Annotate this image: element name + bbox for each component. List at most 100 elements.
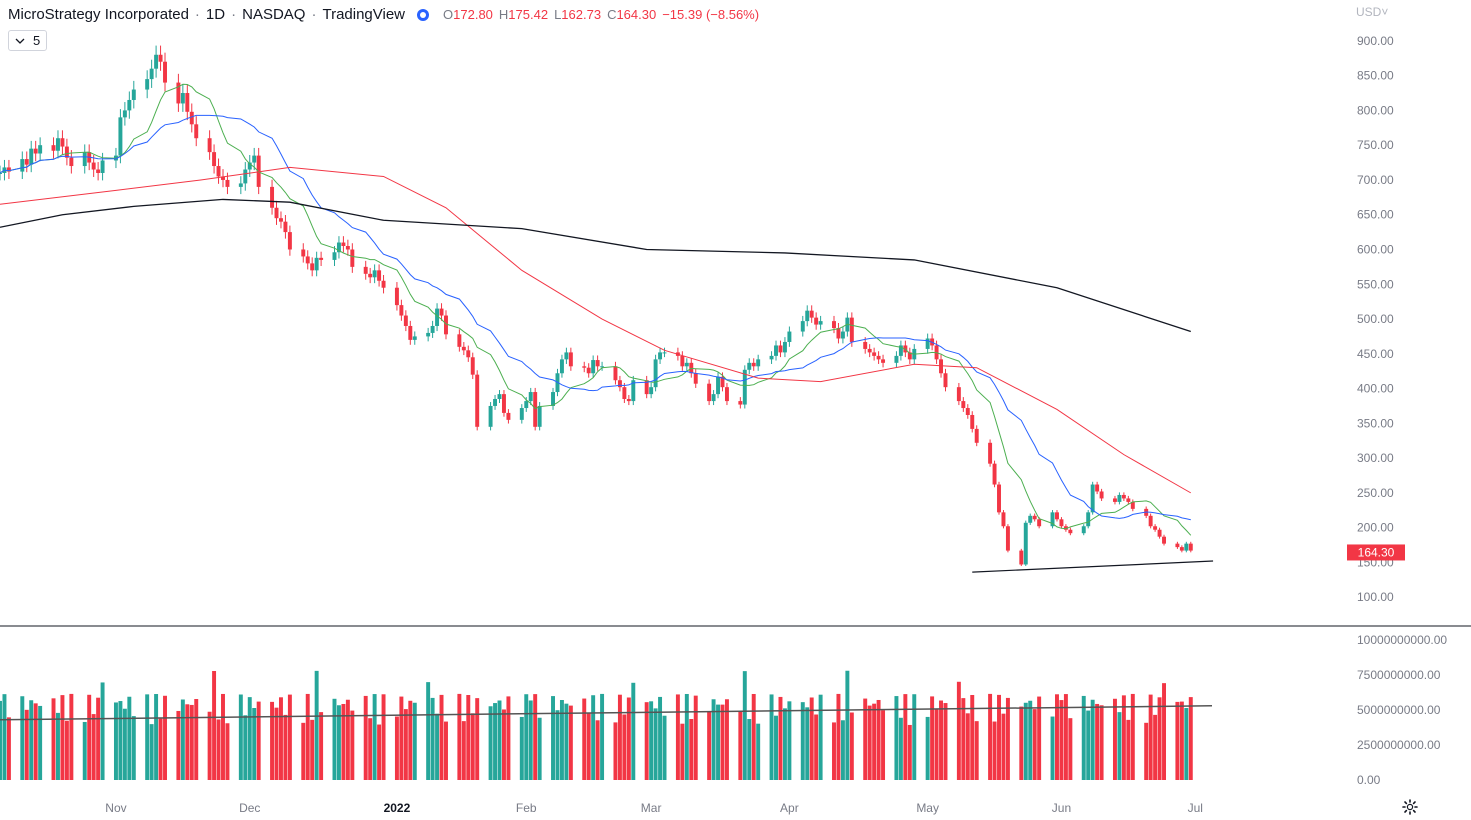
candle-body <box>475 374 480 427</box>
interval-label[interactable]: 1D <box>205 6 226 23</box>
volume-bar <box>997 694 1001 780</box>
candle-body <box>1095 484 1100 492</box>
candle-body <box>1037 519 1042 527</box>
ma-20-line <box>0 114 1191 521</box>
indicators-toggle[interactable]: 5 <box>8 30 48 51</box>
candle-body <box>310 263 315 271</box>
volume-bar <box>6 717 11 780</box>
volume-bar <box>412 702 417 780</box>
candle-body <box>341 242 346 247</box>
candle-body <box>519 408 524 420</box>
candle-body <box>751 362 756 367</box>
volume-bar <box>87 694 92 780</box>
volume-bar <box>1032 709 1037 780</box>
candle-body <box>363 266 368 274</box>
candle-body <box>551 392 555 406</box>
candle-body <box>430 325 435 333</box>
candle-body <box>600 366 605 368</box>
last-price-label: 164.30 <box>1358 545 1395 559</box>
volume-bar <box>127 696 132 780</box>
volume-bar <box>622 714 627 780</box>
candle-body <box>1117 494 1122 502</box>
volume-bar <box>1037 696 1042 780</box>
volume-bar <box>939 700 944 780</box>
currency-selector[interactable]: USD˅ <box>1356 5 1389 19</box>
volume-bar <box>287 694 292 780</box>
candle-body <box>992 463 997 485</box>
exchange-label: NASDAQ <box>242 6 306 23</box>
candle-body <box>974 428 979 443</box>
gear-icon[interactable] <box>1402 799 1418 815</box>
candle-body <box>1028 515 1033 523</box>
source-label: TradingView <box>322 6 406 23</box>
candle-body <box>1130 501 1135 509</box>
price-axis-tick-9: 450.00 <box>1357 347 1394 361</box>
candle-body <box>631 380 636 402</box>
price-axis-tick-3: 750.00 <box>1357 138 1394 152</box>
low-label: L <box>554 7 562 22</box>
candle-body <box>225 179 230 187</box>
candle-body <box>194 124 199 139</box>
candle-body <box>684 362 689 367</box>
candle-body <box>20 159 25 172</box>
price-axis-tick-2: 800.00 <box>1357 103 1394 117</box>
volume-bar <box>24 709 29 780</box>
volume-bar <box>867 705 872 780</box>
time-axis-tick-8: Jul <box>1188 801 1203 815</box>
candle-body <box>488 405 493 427</box>
volume-bar <box>519 716 524 780</box>
candle-body <box>1019 550 1024 565</box>
volume-bar <box>1188 697 1193 780</box>
volume-bar <box>2 694 7 780</box>
volume-bar <box>149 724 154 780</box>
candle-body <box>907 352 912 360</box>
candle-body <box>595 360 600 367</box>
volume-bar <box>1023 702 1028 780</box>
candle-body <box>394 287 399 306</box>
candle-body <box>528 392 533 402</box>
volume-bar <box>1005 697 1010 780</box>
legend-header: MicroStrategy Incorporated · 1D · NASDAQ… <box>8 6 760 23</box>
volume-bar <box>69 693 74 780</box>
volume-bar <box>555 710 560 780</box>
candle-body <box>274 207 279 219</box>
volume-ma-line <box>0 705 1213 721</box>
volume-bar <box>466 695 471 780</box>
candle-body <box>64 146 69 158</box>
volume-bar <box>212 670 217 780</box>
candle-body <box>956 387 961 402</box>
candle-body <box>1148 515 1153 527</box>
price-axis-tick-13: 250.00 <box>1357 486 1394 500</box>
volume-bar <box>60 695 65 780</box>
volume-bar <box>903 694 908 780</box>
volume-bar <box>381 694 386 780</box>
candle-body <box>756 359 761 367</box>
candle-body <box>403 315 408 326</box>
volume-bar <box>1112 698 1117 780</box>
candle-body <box>1099 491 1104 499</box>
candle-body <box>533 392 538 427</box>
candle-body <box>408 325 413 340</box>
volume-bar <box>207 711 212 780</box>
candle-body <box>863 341 868 349</box>
time-axis-tick-3: Feb <box>516 801 537 815</box>
volume-bar <box>1184 708 1189 780</box>
volume-bar <box>782 708 787 780</box>
candle-body <box>96 169 101 173</box>
symbol-name[interactable]: MicroStrategy Incorporated <box>8 6 189 23</box>
candle-body <box>29 148 34 165</box>
volume-bar <box>1055 694 1059 780</box>
candle-body <box>24 159 29 165</box>
candle-body <box>336 242 341 253</box>
candle-body <box>131 89 136 100</box>
candle-body <box>163 61 167 83</box>
volume-bar <box>965 713 970 780</box>
indicator-count: 5 <box>33 33 41 48</box>
candle-body <box>1112 498 1117 502</box>
volume-bar <box>243 715 248 780</box>
candle-body <box>613 366 618 381</box>
candle-body <box>412 336 417 340</box>
candle-body <box>782 341 787 353</box>
volume-bar <box>301 722 306 780</box>
